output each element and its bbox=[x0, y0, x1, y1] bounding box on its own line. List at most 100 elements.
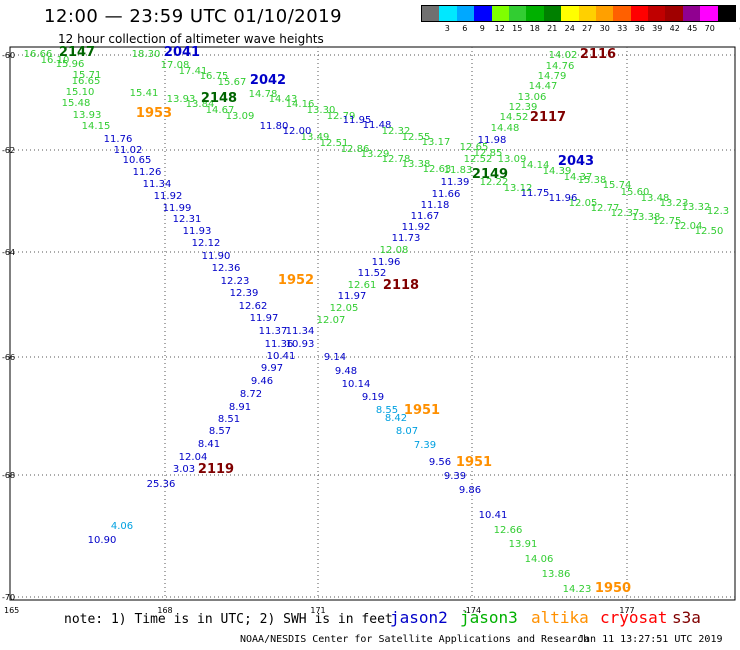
color-scale-tick: 6 bbox=[462, 24, 468, 33]
wave-height-value: 11.36 bbox=[265, 339, 294, 350]
color-scale-tick: 45 bbox=[687, 24, 698, 33]
pass-time-label: 1953 bbox=[136, 106, 172, 121]
pass-time-label: 2149 bbox=[472, 167, 508, 182]
wave-height-value: 12.12 bbox=[192, 238, 221, 249]
wave-height-value: 12.04 bbox=[674, 221, 703, 232]
wave-height-value: 15.96 bbox=[56, 59, 85, 70]
color-scale-tick: 18 bbox=[529, 24, 540, 33]
wave-height-value: 14.23 bbox=[563, 584, 592, 595]
lon-label: -174 bbox=[463, 606, 481, 615]
lon-label: 165 bbox=[4, 606, 19, 615]
wave-height-value: 14.67 bbox=[206, 105, 235, 116]
pass-time-label: 2118 bbox=[383, 278, 419, 293]
wave-height-value: 15.71 bbox=[73, 70, 102, 81]
wave-height-value: 13.38 bbox=[632, 212, 661, 223]
wave-height-value: 9.39 bbox=[444, 471, 466, 482]
wave-height-value: 13.49 bbox=[301, 132, 330, 143]
wave-height-value: 12.52 bbox=[464, 154, 493, 165]
wave-height-value: 13.09 bbox=[498, 154, 527, 165]
wave-height-value: 11.96 bbox=[372, 257, 401, 268]
lat-label: -60 bbox=[2, 51, 15, 60]
wave-height-value: 10.14 bbox=[342, 379, 371, 390]
wave-height-value: 14.02 bbox=[549, 50, 578, 61]
pass-time-label: 2041 bbox=[164, 45, 200, 60]
wave-height-value: 11.02 bbox=[114, 145, 143, 156]
wave-height-value: 8.51 bbox=[218, 414, 240, 425]
satellite-s3a: s3a bbox=[672, 608, 701, 627]
wave-height-value: 12.55 bbox=[402, 132, 431, 143]
wave-height-value: 12.75 bbox=[653, 216, 682, 227]
wave-height-value: 12.32 bbox=[382, 126, 411, 137]
wave-height-value: 12.07 bbox=[317, 315, 346, 326]
wave-height-value: 9.14 bbox=[324, 352, 346, 363]
wave-height-value: 12.31 bbox=[173, 214, 202, 225]
wave-height-value: 11.66 bbox=[432, 189, 461, 200]
pass-time-label: 1950 bbox=[595, 581, 631, 596]
wave-height-value: 11.99 bbox=[163, 203, 192, 214]
pass-time-labels: 2147 2041 2042 2148 1953 2116 2117 2043 2149 2118… bbox=[59, 45, 631, 596]
wave-height-value: 12.86 bbox=[341, 144, 370, 155]
wave-height-value: 15.48 bbox=[62, 98, 91, 109]
wave-height-value: 14.52 bbox=[500, 112, 529, 123]
wave-height-value: 12.22 bbox=[480, 177, 509, 188]
wave-height-value: 14.48 bbox=[491, 123, 520, 134]
graticule bbox=[10, 47, 735, 600]
wave-height-value: 11.95 bbox=[343, 115, 372, 126]
pass-time-label: 1951 bbox=[404, 403, 440, 418]
wave-height-value: 12.36 bbox=[212, 263, 241, 274]
pass-time-label: 2119 bbox=[198, 462, 234, 477]
wave-height-value: 9.19 bbox=[362, 392, 384, 403]
lat-label: -70 bbox=[2, 593, 15, 602]
wave-height-value: 11.48 bbox=[363, 120, 392, 131]
lat-label: -66 bbox=[2, 353, 15, 362]
map-frame bbox=[9, 46, 736, 601]
wave-height-value: 12.3 bbox=[707, 206, 729, 217]
satellite-jason2: jason2 bbox=[390, 608, 448, 627]
wave-height-value: 13.32 bbox=[682, 202, 711, 213]
wave-height-value: 12.23 bbox=[221, 276, 250, 287]
pass-time-label: 2116 bbox=[580, 47, 616, 62]
wave-height-value: 12.05 bbox=[330, 303, 359, 314]
wave-height-value: 13.84 bbox=[186, 99, 215, 110]
wave-height-value: 9.97 bbox=[261, 363, 283, 374]
wave-height-value: 17.08 bbox=[161, 60, 190, 71]
wave-height-value: 12.00 bbox=[283, 126, 312, 137]
wave-height-value: 3.03 bbox=[173, 464, 195, 475]
wave-height-value: 11.75 bbox=[521, 188, 550, 199]
wave-height-value: 13.86 bbox=[542, 569, 571, 580]
satellite-jason3: jason3 bbox=[460, 608, 518, 627]
wave-height-value: 25.36 bbox=[147, 479, 176, 490]
color-swatch bbox=[439, 6, 457, 21]
wave-height-value: 11.18 bbox=[421, 200, 450, 211]
wave-height-value: 13.48 bbox=[641, 193, 670, 204]
wave-height-value: 11.92 bbox=[402, 222, 431, 233]
wave-height-value: 12.61 bbox=[348, 280, 377, 291]
pass-time-label: 2042 bbox=[250, 73, 286, 88]
pass-time-label: 2147 bbox=[59, 45, 95, 60]
wave-height-value: 16.75 bbox=[200, 71, 229, 82]
page-subtitle: 12 hour collection of altimeter wave hei… bbox=[58, 32, 324, 46]
wave-height-value: 9.48 bbox=[335, 366, 357, 377]
wave-height-value: 11.97 bbox=[250, 313, 279, 324]
wave-height-value: 10.65 bbox=[123, 155, 152, 166]
wave-height-value: 13.93 bbox=[167, 94, 196, 105]
color-swatch bbox=[526, 6, 544, 21]
color-swatch bbox=[508, 6, 527, 21]
generation-timestamp: Jan 11 13:27:51 UTC 2019 bbox=[578, 634, 723, 645]
color-scale-tick: 42 bbox=[669, 24, 680, 33]
wave-height-value: 11.96 bbox=[549, 193, 578, 204]
page-title: 12:00 — 23:59 UTC 01/10/2019 bbox=[44, 6, 343, 27]
wave-height-value: 12.66 bbox=[494, 525, 523, 536]
wave-height-value: 14.43 bbox=[269, 94, 298, 105]
color-scale-tick: 9 bbox=[479, 24, 485, 33]
wave-height-value: 11.34 bbox=[286, 326, 315, 337]
wave-height-value: 12.78 bbox=[382, 154, 411, 165]
wave-height-value: 14.14 bbox=[521, 160, 550, 171]
wave-height-value: 11.97 bbox=[338, 291, 367, 302]
wave-height-value: 7.39 bbox=[414, 440, 436, 451]
wave-height-value: 11.39 bbox=[441, 177, 470, 188]
wave-height-value: 11.76 bbox=[104, 134, 133, 145]
